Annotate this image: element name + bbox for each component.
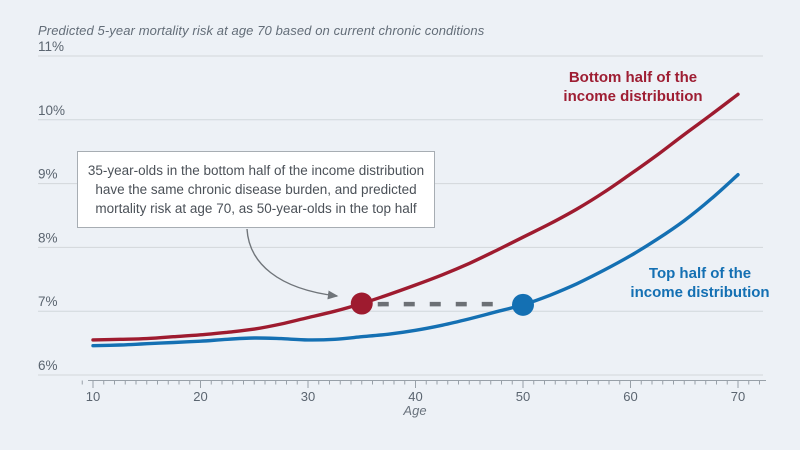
series-label-bottom-half: Bottom half of the income distribution: [523, 68, 743, 106]
x-axis-title: Age: [403, 403, 427, 418]
annotation-box: 35-year-olds in the bottom half of the i…: [77, 151, 435, 228]
annotation-line-3: mortality risk at age 70, as 50-year-old…: [95, 201, 417, 216]
series-line-top_half: [91, 173, 740, 348]
x-tick-label: 50: [516, 389, 530, 404]
series-label-top-half-line-2: income distribution: [630, 284, 770, 301]
chart-title: Predicted 5-year mortality risk at age 7…: [38, 23, 485, 38]
series-label-top-half: Top half of the income distribution: [590, 264, 800, 302]
x-tick-label: 30: [301, 389, 315, 404]
marker-dot-bottom_half: [350, 292, 373, 315]
y-tick-label: 9%: [38, 167, 58, 182]
y-tick-label: 8%: [38, 230, 58, 245]
x-tick-label: 60: [623, 389, 637, 404]
y-tick-label: 6%: [38, 358, 58, 373]
x-tick-label: 10: [86, 389, 100, 404]
annotation-line-2: have the same chronic disease burden, an…: [95, 182, 417, 197]
series-label-bottom-half-line-2: income distribution: [563, 88, 703, 105]
series-label-top-half-line-1: Top half of the: [648, 265, 752, 282]
x-tick-label: 40: [408, 389, 422, 404]
y-tick-label: 11%: [38, 39, 64, 54]
x-tick-label: 20: [193, 389, 207, 404]
series-line-bottom_half: [91, 92, 740, 342]
annotation-arrow: [246, 228, 339, 300]
y-tick-label: 7%: [38, 294, 58, 309]
series-label-bottom-half-line-1: Bottom half of the: [568, 69, 698, 86]
marker-dot-top_half: [512, 293, 534, 316]
x-tick-label: 70: [731, 389, 745, 404]
y-tick-label: 10%: [38, 103, 65, 118]
annotation-line-1: 35-year-olds in the bottom half of the i…: [87, 163, 425, 178]
